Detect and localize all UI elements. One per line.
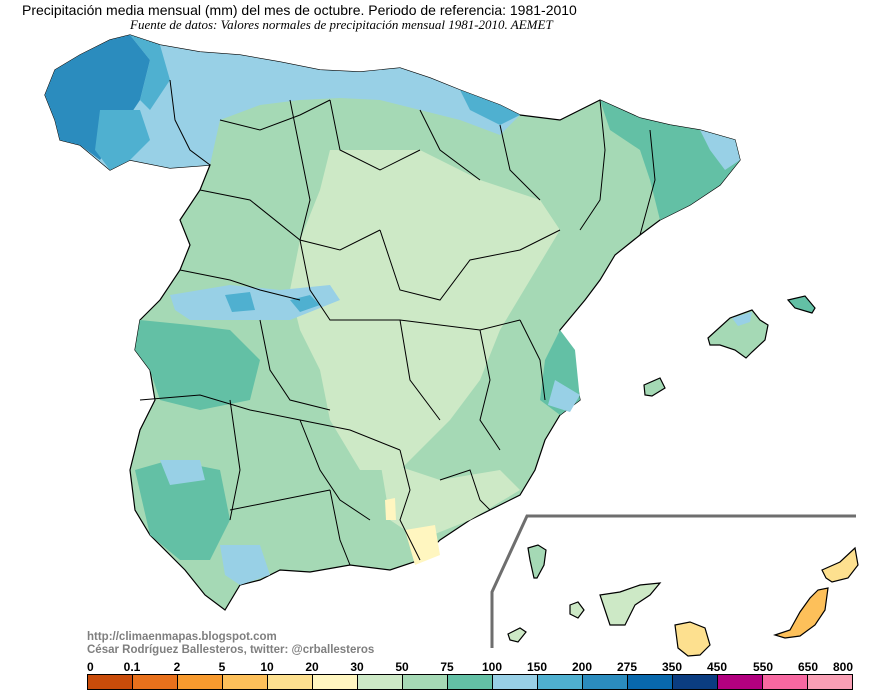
legend-swatch bbox=[673, 675, 718, 689]
legend-label: 75 bbox=[440, 660, 454, 674]
legend-swatch bbox=[448, 675, 493, 689]
legend-swatch bbox=[493, 675, 538, 689]
legend-label: 0 bbox=[87, 660, 94, 674]
legend-swatch bbox=[763, 675, 808, 689]
legend-swatch bbox=[268, 675, 313, 689]
credit-url: http://climaenmapas.blogspot.com bbox=[87, 631, 277, 643]
legend-label: 350 bbox=[661, 660, 683, 674]
legend-label: 800 bbox=[832, 660, 853, 674]
legend-label: 200 bbox=[571, 660, 593, 674]
legend-label: 20 bbox=[305, 660, 319, 674]
legend-label: 650 bbox=[797, 660, 819, 674]
legend-swatch bbox=[223, 675, 268, 689]
legend-swatch bbox=[628, 675, 673, 689]
legend-swatch bbox=[88, 675, 133, 689]
precipitation-map bbox=[44, 34, 859, 657]
legend-swatch bbox=[583, 675, 628, 689]
legend-swatch bbox=[133, 675, 178, 689]
legend-label: 5 bbox=[218, 660, 226, 674]
peninsula bbox=[44, 34, 741, 611]
legend-label: 150 bbox=[526, 660, 548, 674]
legend-swatch bbox=[313, 675, 358, 689]
legend-label: 450 bbox=[706, 660, 728, 674]
legend-swatch bbox=[403, 675, 448, 689]
legend-swatch bbox=[178, 675, 223, 689]
legend-swatch bbox=[358, 675, 403, 689]
map-title: Precipitación media mensual (mm) del mes… bbox=[22, 2, 577, 18]
balearic-islands bbox=[643, 295, 816, 397]
legend-label: 10 bbox=[260, 660, 274, 674]
legend-swatch bbox=[538, 675, 583, 689]
legend-label: 50 bbox=[395, 660, 409, 674]
legend-label: 0.1 bbox=[123, 660, 141, 674]
legend-label: 550 bbox=[752, 660, 774, 674]
legend-label: 275 bbox=[616, 660, 638, 674]
credit-author: César Rodríguez Ballesteros, twitter: @c… bbox=[87, 644, 375, 656]
canary-islands-inset bbox=[490, 514, 859, 657]
color-scale-bar bbox=[87, 674, 853, 690]
legend-labels: 0 0.1 2 5 10 20 30 50 75 100 150 200 275… bbox=[87, 660, 853, 674]
map-subtitle: Fuente de datos: Valores normales de pre… bbox=[130, 17, 553, 32]
legend-label: 30 bbox=[350, 660, 364, 674]
legend-swatch bbox=[808, 675, 852, 689]
legend-label: 2 bbox=[173, 660, 181, 674]
legend-label: 100 bbox=[481, 660, 503, 674]
legend-swatch bbox=[718, 675, 763, 689]
